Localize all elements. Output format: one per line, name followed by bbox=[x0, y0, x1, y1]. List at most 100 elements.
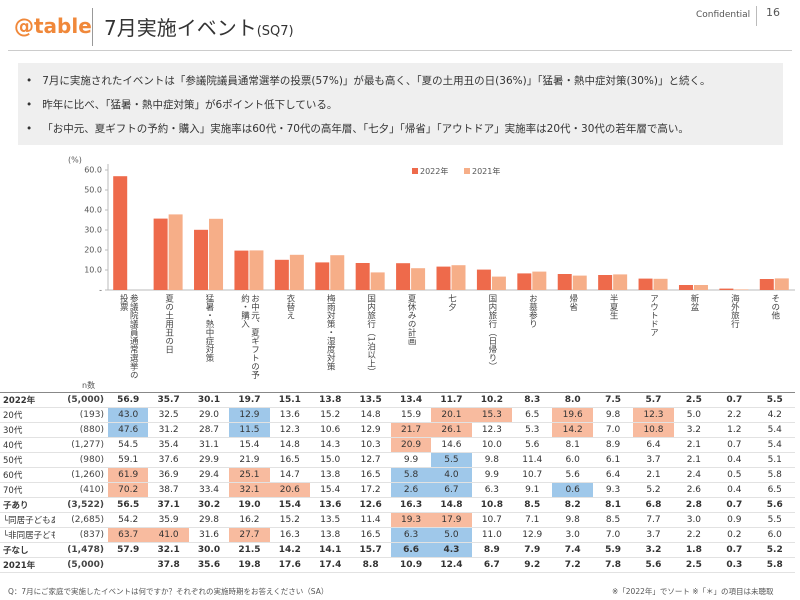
table-row: └同居子どもあり(2,685)54.235.929.816.215.213.51… bbox=[0, 512, 795, 528]
cell: 20.6 bbox=[269, 482, 311, 498]
legend-swatch bbox=[412, 168, 418, 174]
cell: 0.7 bbox=[714, 392, 755, 408]
bar bbox=[315, 262, 330, 290]
cell: 5.4 bbox=[754, 422, 795, 438]
cell: 7.1 bbox=[512, 512, 553, 528]
bar bbox=[653, 278, 668, 290]
cell: 0.2 bbox=[714, 527, 755, 543]
table-row: 60代 (1,260) 61.9 36.9 29.4 25.1 14.7 13.8 16.5 5.… bbox=[0, 467, 795, 483]
cell: 15.2 bbox=[310, 407, 351, 423]
title-text: 7月実施イベント bbox=[104, 16, 257, 40]
cell: 21.9 bbox=[229, 452, 270, 468]
cell: 3.0 bbox=[673, 512, 715, 528]
cell: 6.0 bbox=[754, 527, 795, 543]
cell: 10.0 bbox=[471, 437, 513, 453]
cell: 0.3 bbox=[714, 557, 755, 573]
bar bbox=[194, 229, 209, 290]
cell: 7.7 bbox=[633, 512, 674, 528]
cell: 12.6 bbox=[350, 497, 391, 513]
cell: 13.5 bbox=[350, 392, 391, 408]
bar bbox=[330, 255, 345, 290]
cell: 6.1 bbox=[592, 452, 634, 468]
x-tick-label: 海外旅行 bbox=[729, 294, 740, 328]
cell: 10.6 bbox=[310, 422, 351, 438]
row-label: 60代 bbox=[0, 467, 55, 483]
cell: 8.1 bbox=[592, 497, 634, 513]
x-tick-label: 七夕 bbox=[446, 294, 457, 311]
cell: 63.7 bbox=[108, 527, 149, 543]
cell: 30.2 bbox=[188, 497, 230, 513]
bar bbox=[759, 279, 774, 290]
cell: 14.2 bbox=[269, 542, 311, 558]
cell: 16.5 bbox=[350, 467, 391, 483]
cell: 9.3 bbox=[592, 482, 634, 498]
bar bbox=[355, 263, 370, 290]
cell: 32.1 bbox=[148, 542, 189, 558]
cell: 9.1 bbox=[512, 482, 553, 498]
cell: 3.7 bbox=[633, 527, 674, 543]
cell: 1.2 bbox=[714, 422, 755, 438]
y-tick-label: - bbox=[99, 286, 102, 295]
cell: 8.2 bbox=[552, 497, 593, 513]
cell: 4.2 bbox=[754, 407, 795, 423]
cell: 27.7 bbox=[229, 527, 270, 543]
cell: 12.3 bbox=[269, 422, 311, 438]
cell: 9.8 bbox=[592, 407, 634, 423]
cell: 6.4 bbox=[592, 467, 634, 483]
cell: 54.5 bbox=[108, 437, 149, 453]
cell: 21.7 bbox=[390, 422, 432, 438]
cell: 6.3 bbox=[390, 527, 432, 543]
cell: 10.2 bbox=[471, 392, 513, 408]
title: 7月実施イベント(SQ7) bbox=[104, 12, 294, 41]
bar bbox=[168, 214, 183, 290]
subtitle: (SQ7) bbox=[256, 24, 294, 39]
cell: 3.2 bbox=[673, 422, 715, 438]
table-row: 70代 (410) 70.2 38.7 33.4 32.1 20.6 15.4 17.2 2.6 6… bbox=[0, 482, 795, 498]
bar bbox=[234, 250, 249, 290]
x-tick-label: 梅雨対策・湿度対策 bbox=[325, 294, 336, 371]
header-rule bbox=[8, 50, 792, 51]
cell: 15.0 bbox=[310, 452, 351, 468]
cell: 5.7 bbox=[633, 392, 674, 408]
cell: 0.5 bbox=[714, 467, 755, 483]
row-label: 2022年 bbox=[0, 392, 55, 408]
row-n: (837) bbox=[55, 527, 108, 543]
cell: 5.6 bbox=[552, 467, 593, 483]
cell: 17.9 bbox=[431, 512, 472, 528]
bar bbox=[532, 271, 547, 290]
bar bbox=[153, 218, 168, 290]
cell: 14.8 bbox=[350, 407, 391, 423]
cell: 5.6 bbox=[512, 437, 553, 453]
cell: 14.3 bbox=[310, 437, 351, 453]
cell: 29.9 bbox=[188, 452, 230, 468]
row-label: 2021年 bbox=[0, 557, 55, 573]
cell: 6.7 bbox=[471, 557, 513, 573]
table-row: 子なし (1,478) 57.9 32.1 30.0 21.5 14.2 14.1 15.7 6.… bbox=[0, 542, 795, 558]
cell: 21.5 bbox=[229, 542, 270, 558]
cell: 36.9 bbox=[148, 467, 189, 483]
bullet: • 「お中元、夏ギフトの予約・購入」実施率は60代・70代の高年層、「七夕」「帰省… bbox=[26, 123, 689, 135]
cell: 11.0 bbox=[471, 527, 513, 543]
cell: 13.8 bbox=[310, 467, 351, 483]
cell: 2.2 bbox=[714, 407, 755, 423]
page-number: 16 bbox=[766, 6, 780, 19]
cell: 5.5 bbox=[431, 452, 472, 468]
divider bbox=[92, 8, 93, 46]
bar bbox=[396, 263, 411, 290]
cell: 7.0 bbox=[592, 422, 634, 438]
cell: 2.1 bbox=[673, 452, 715, 468]
cell: 31.2 bbox=[148, 422, 189, 438]
summary-box bbox=[18, 63, 783, 145]
row-label: └同居子どもあり bbox=[0, 512, 55, 528]
cell: 6.7 bbox=[431, 482, 472, 498]
cell: 0.9 bbox=[714, 512, 755, 528]
cell: 12.3 bbox=[471, 422, 513, 438]
row-n: (2,685) bbox=[55, 512, 108, 528]
row-label: 30代 bbox=[0, 422, 55, 438]
cell: 16.3 bbox=[269, 527, 311, 543]
y-unit: (%) bbox=[68, 156, 82, 165]
cell: 1.8 bbox=[673, 542, 715, 558]
cell: 11.4 bbox=[350, 512, 391, 528]
cell: 6.5 bbox=[512, 407, 553, 423]
cell: 8.9 bbox=[592, 437, 634, 453]
